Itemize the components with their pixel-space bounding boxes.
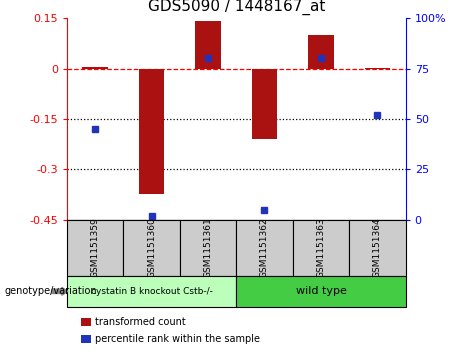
Bar (365, 68, 390, 69)
Title: GDS5090 / 1448167_at: GDS5090 / 1448167_at (148, 0, 325, 15)
Text: GSM1151363: GSM1151363 (316, 217, 325, 278)
Text: cystatin B knockout Cstb-/-: cystatin B knockout Cstb-/- (91, 287, 213, 296)
Bar (195, 20, 221, 69)
Bar (123, 220, 180, 276)
Text: wild type: wild type (296, 286, 346, 296)
Bar (83, 67, 108, 69)
Bar (67, 276, 236, 307)
Text: GSM1151362: GSM1151362 (260, 217, 269, 278)
Bar (67, 220, 123, 276)
Text: transformed count: transformed count (95, 317, 186, 327)
Bar (236, 276, 406, 307)
Text: GSM1151361: GSM1151361 (203, 217, 213, 278)
Text: percentile rank within the sample: percentile rank within the sample (95, 334, 260, 344)
Bar (139, 69, 164, 195)
Bar (236, 220, 293, 276)
Text: genotype/variation: genotype/variation (5, 286, 97, 296)
Bar (252, 69, 277, 139)
Bar (180, 220, 236, 276)
Bar (349, 220, 406, 276)
Bar (293, 220, 349, 276)
Text: GSM1151359: GSM1151359 (90, 217, 100, 278)
Bar (308, 35, 334, 69)
Text: GSM1151360: GSM1151360 (147, 217, 156, 278)
Text: GSM1151364: GSM1151364 (373, 217, 382, 278)
